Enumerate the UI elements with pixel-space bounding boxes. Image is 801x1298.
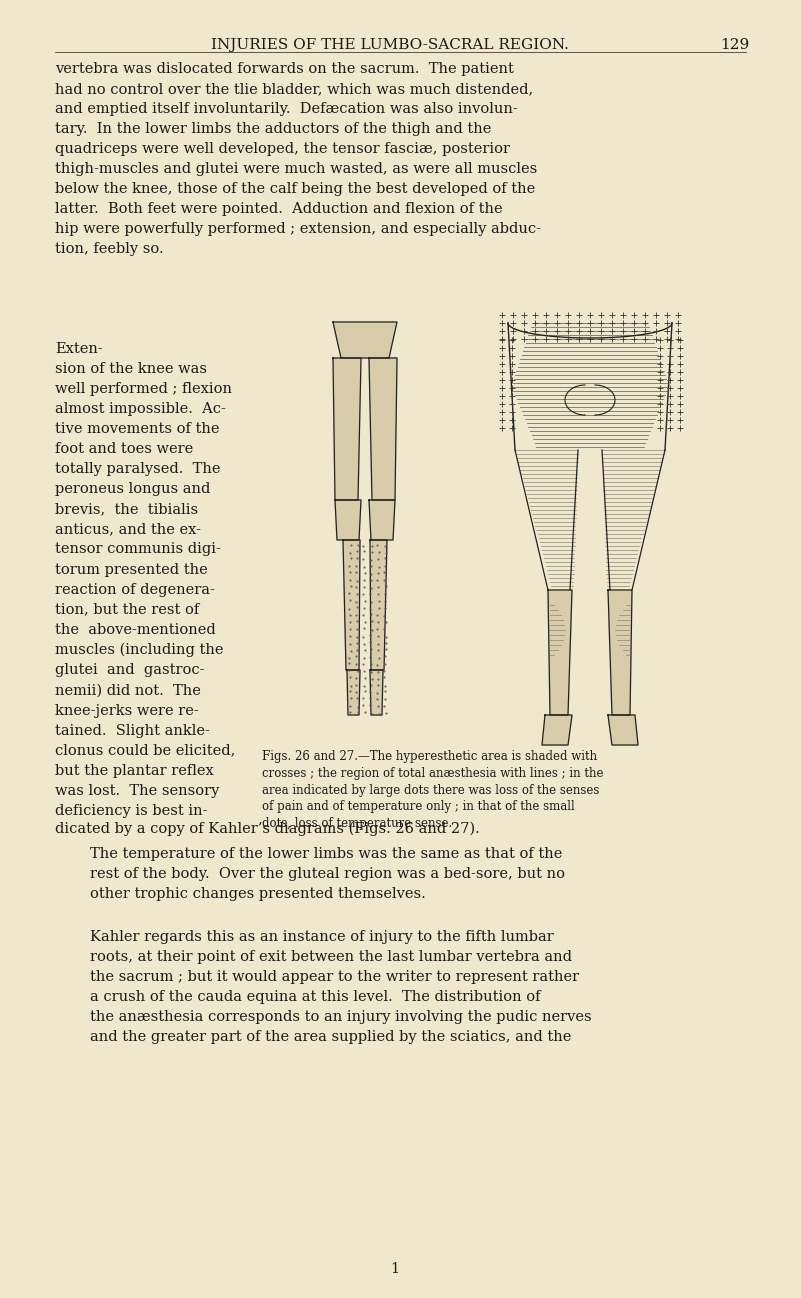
Polygon shape [542, 715, 572, 745]
Polygon shape [370, 540, 387, 670]
Text: INJURIES OF THE LUMBO-SACRAL REGION.: INJURIES OF THE LUMBO-SACRAL REGION. [211, 38, 569, 52]
Polygon shape [335, 500, 361, 540]
Polygon shape [548, 591, 572, 715]
Text: Exten-
sion of the knee was
well performed ; flexion
almost impossible.  Ac-
tiv: Exten- sion of the knee was well perform… [55, 341, 235, 818]
Text: The temperature of the lower limbs was the same as that of the
rest of the body.: The temperature of the lower limbs was t… [90, 848, 565, 901]
Polygon shape [369, 358, 397, 500]
Polygon shape [343, 540, 360, 670]
Polygon shape [608, 591, 632, 715]
Polygon shape [370, 670, 383, 715]
Text: vertebra was dislocated forwards on the sacrum.  The patient
had no control over: vertebra was dislocated forwards on the … [55, 62, 541, 257]
Polygon shape [608, 715, 638, 745]
Text: Kahler regards this as an instance of injury to the fifth lumbar
roots, at their: Kahler regards this as an instance of in… [90, 929, 592, 1045]
Polygon shape [333, 322, 397, 358]
Polygon shape [347, 670, 360, 715]
Polygon shape [369, 500, 395, 540]
Text: 129: 129 [720, 38, 749, 52]
Text: 1: 1 [390, 1262, 400, 1276]
Text: Figs. 26 and 27.—The hyperesthetic area is shaded with
crosses ; the region of t: Figs. 26 and 27.—The hyperesthetic area … [262, 750, 603, 831]
Polygon shape [333, 358, 361, 500]
Bar [258, 315, 745, 745]
Text: dicated by a copy of Kahler’s diagrams (Figs. 26 and 27).: dicated by a copy of Kahler’s diagrams (… [55, 822, 480, 836]
